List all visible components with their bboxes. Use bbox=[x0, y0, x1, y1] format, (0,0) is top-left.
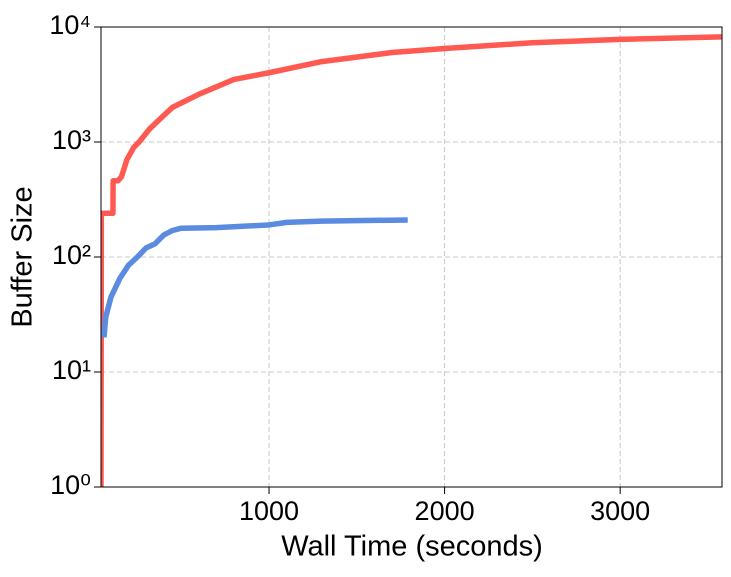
y-tick-label: 10² bbox=[52, 240, 91, 270]
y-tick-label: 10¹ bbox=[52, 355, 91, 385]
x-axis-label: Wall Time (seconds) bbox=[281, 531, 543, 563]
x-tick-label: 1000 bbox=[239, 496, 299, 526]
y-tick-label: 10⁴ bbox=[49, 10, 91, 40]
y-axis-label: Buffer Size bbox=[7, 186, 39, 327]
y-tick-label: 10⁰ bbox=[50, 470, 91, 500]
plot-frame bbox=[100, 26, 723, 488]
x-tick-label: 2000 bbox=[415, 496, 475, 526]
x-tick-label: 3000 bbox=[590, 496, 650, 526]
line-series bbox=[101, 217, 408, 338]
line-series bbox=[101, 34, 722, 487]
y-tick-label: 10³ bbox=[52, 125, 91, 155]
